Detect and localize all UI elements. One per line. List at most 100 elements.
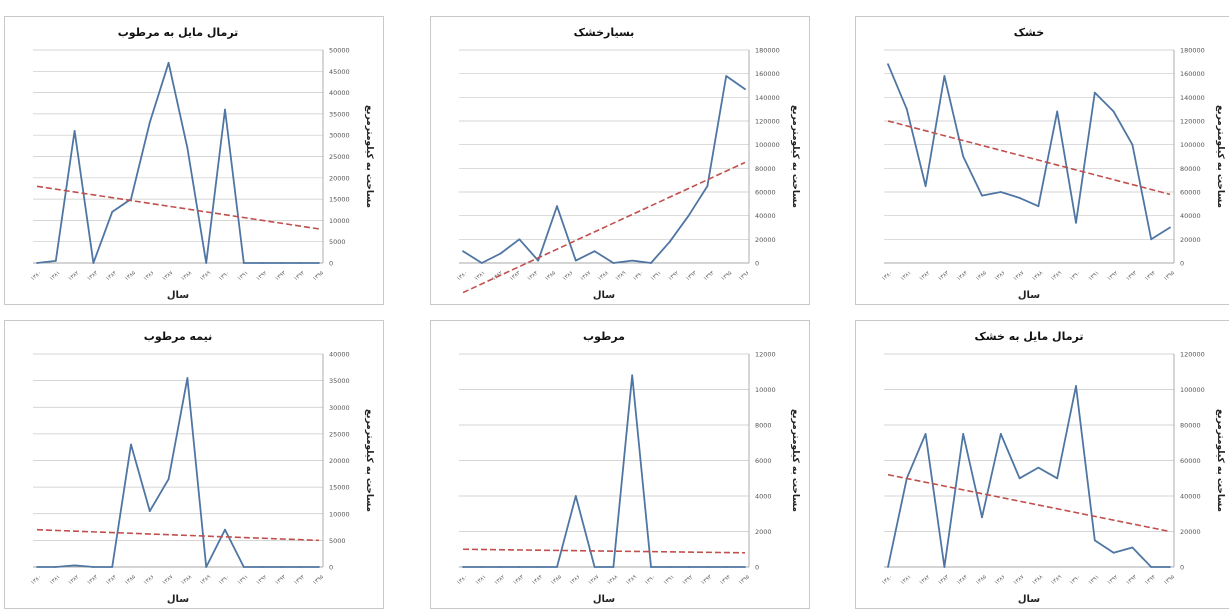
x-axis-ticks: ۱۳۸۰ ۱۳۸۱ ۱۳۸۲ ۱۳۸۳ ۱۳۸۴ ۱۳۸۵ ۱۳۸۶ ۱۳۸۷ ۱۳۸۸ ۱۳۸۹…	[30, 574, 325, 586]
y-tick-label: 5000	[329, 238, 346, 246]
data-point	[1093, 91, 1096, 94]
data-point	[1056, 477, 1059, 480]
y-tick-label: 0	[1180, 564, 1184, 572]
data-point	[593, 250, 596, 253]
y-tick-label: 8000	[755, 422, 772, 430]
data-point	[924, 433, 927, 435]
x-tick-label: ۱۳۹۰	[644, 574, 657, 586]
trendline	[462, 548, 746, 554]
series-path	[463, 374, 745, 568]
y-tick-label: 40000	[1180, 493, 1201, 501]
data-point	[1112, 551, 1115, 554]
y-tick-label: 40000	[1180, 212, 1201, 220]
x-tick-label: ۱۳۹۴	[703, 270, 716, 282]
data-point	[36, 262, 38, 264]
y-tick-label: 140000	[1180, 94, 1205, 102]
x-tick-label: ۱۳۸۰	[456, 270, 469, 282]
data-point	[631, 374, 634, 377]
x-tick-label: ۱۳۸۷	[1012, 270, 1025, 282]
data-point	[668, 566, 671, 568]
y-tick-label: 2000	[755, 528, 772, 536]
y-axis-label: مساحت به کیلومترمربع	[790, 409, 800, 512]
x-tick-label: ۱۳۹۵	[738, 574, 751, 586]
series-line	[887, 63, 1171, 241]
trendline	[887, 473, 1171, 533]
data-point	[73, 564, 76, 567]
y-axis-label: مساحت به کیلومترمربع	[1215, 409, 1225, 512]
data-point	[92, 262, 95, 264]
data-point	[962, 155, 965, 158]
y-tick-label: 20000	[755, 236, 776, 244]
data-point	[518, 566, 521, 568]
data-point	[574, 259, 577, 262]
data-point	[318, 262, 320, 264]
y-tick-label: 15000	[329, 196, 350, 204]
data-point	[725, 566, 728, 568]
data-point	[943, 566, 946, 568]
x-tick-label: ۱۳۹۱	[237, 574, 250, 586]
x-tick-label: ۱۳۸۰	[30, 270, 43, 282]
gridlines	[459, 49, 749, 264]
trendline-segment	[462, 161, 746, 294]
x-tick-label: ۱۳۹۱	[650, 270, 663, 282]
x-tick-label: ۱۳۸۹	[1050, 270, 1063, 282]
y-tick-label: 5000	[329, 537, 346, 545]
trendline-segment	[36, 528, 320, 542]
x-tick-label: ۱۳۸۵	[550, 574, 563, 586]
series-line	[462, 75, 746, 264]
x-tick-label: ۱۳۸۳	[86, 574, 99, 586]
x-axis-ticks: ۱۳۸۰ ۱۳۸۱ ۱۳۸۲ ۱۳۸۳ ۱۳۸۴ ۱۳۸۵ ۱۳۸۶ ۱۳۸۷ ۱۳۸۸ ۱۳۸۹…	[456, 574, 751, 586]
data-point	[687, 566, 690, 568]
x-tick-label: ۱۳۸۴	[531, 574, 544, 586]
data-point	[1037, 466, 1040, 469]
x-tick-label: ۱۳۸۷	[579, 270, 592, 282]
x-tick-label: ۱۳۸۳	[509, 270, 522, 282]
x-tick-label: ۱۳۹۳	[700, 574, 713, 586]
y-tick-label: 80000	[1180, 165, 1201, 173]
data-point	[981, 516, 983, 519]
x-tick-label: ۱۳۸۹	[199, 270, 212, 282]
x-tick-label: ۱۳۸۲	[67, 270, 80, 282]
y-tick-label: 0	[1180, 260, 1184, 268]
data-point	[1131, 546, 1134, 549]
data-point	[167, 478, 170, 480]
y-tick-label: 12000	[755, 351, 776, 359]
series-path	[36, 61, 319, 264]
chart-title: خشک	[1014, 26, 1044, 39]
y-tick-label: 120000	[755, 118, 780, 126]
x-tick-label: ۱۳۹۴	[293, 270, 306, 282]
data-point	[574, 495, 577, 497]
x-tick-label: ۱۳۸۸	[597, 270, 610, 282]
data-point	[261, 262, 264, 264]
data-point	[650, 566, 652, 568]
data-point	[687, 214, 690, 217]
x-tick-label: ۱۳۸۶	[562, 270, 575, 282]
series-line	[462, 374, 746, 568]
y-axis-ticks: 0 20000 40000 60000 80000 100000 120000 140000 1…	[1180, 47, 1205, 268]
x-tick-label: ۱۳۸۹	[615, 270, 628, 282]
x-tick-label: ۱۳۸۵	[975, 270, 988, 282]
data-point	[668, 240, 671, 243]
data-point	[462, 566, 464, 568]
data-point	[205, 566, 208, 568]
y-tick-label: 0	[755, 260, 759, 268]
y-tick-label: 140000	[755, 94, 780, 102]
y-tick-label: 100000	[1180, 141, 1205, 149]
data-point	[205, 262, 208, 264]
data-point	[744, 566, 746, 568]
x-axis-ticks: ۱۳۸۰ ۱۳۸۱ ۱۳۸۲ ۱۳۸۳ ۱۳۸۴ ۱۳۸۵ ۱۳۸۶ ۱۳۸۷ ۱۳۸۸ ۱۳۸۹…	[881, 574, 1176, 586]
y-axis-label: مساحت به کیلومترمربع	[1215, 105, 1225, 208]
data-point	[1018, 477, 1021, 480]
data-point	[537, 259, 540, 262]
x-tick-label: ۱۳۸۷	[587, 574, 600, 586]
x-tick-label: ۱۳۸۵	[544, 270, 557, 282]
data-point	[593, 566, 596, 568]
chart-svg: 0 20000 40000 60000 80000 100000 120000 140000 1…	[456, 26, 800, 301]
x-tick-label: ۱۳۹۱	[237, 270, 250, 282]
y-tick-label: 35000	[329, 377, 350, 385]
x-tick-label: ۱۳۹۴	[293, 574, 306, 586]
data-point	[73, 130, 76, 132]
y-tick-label: 0	[329, 260, 333, 268]
y-tick-label: 6000	[755, 457, 772, 465]
